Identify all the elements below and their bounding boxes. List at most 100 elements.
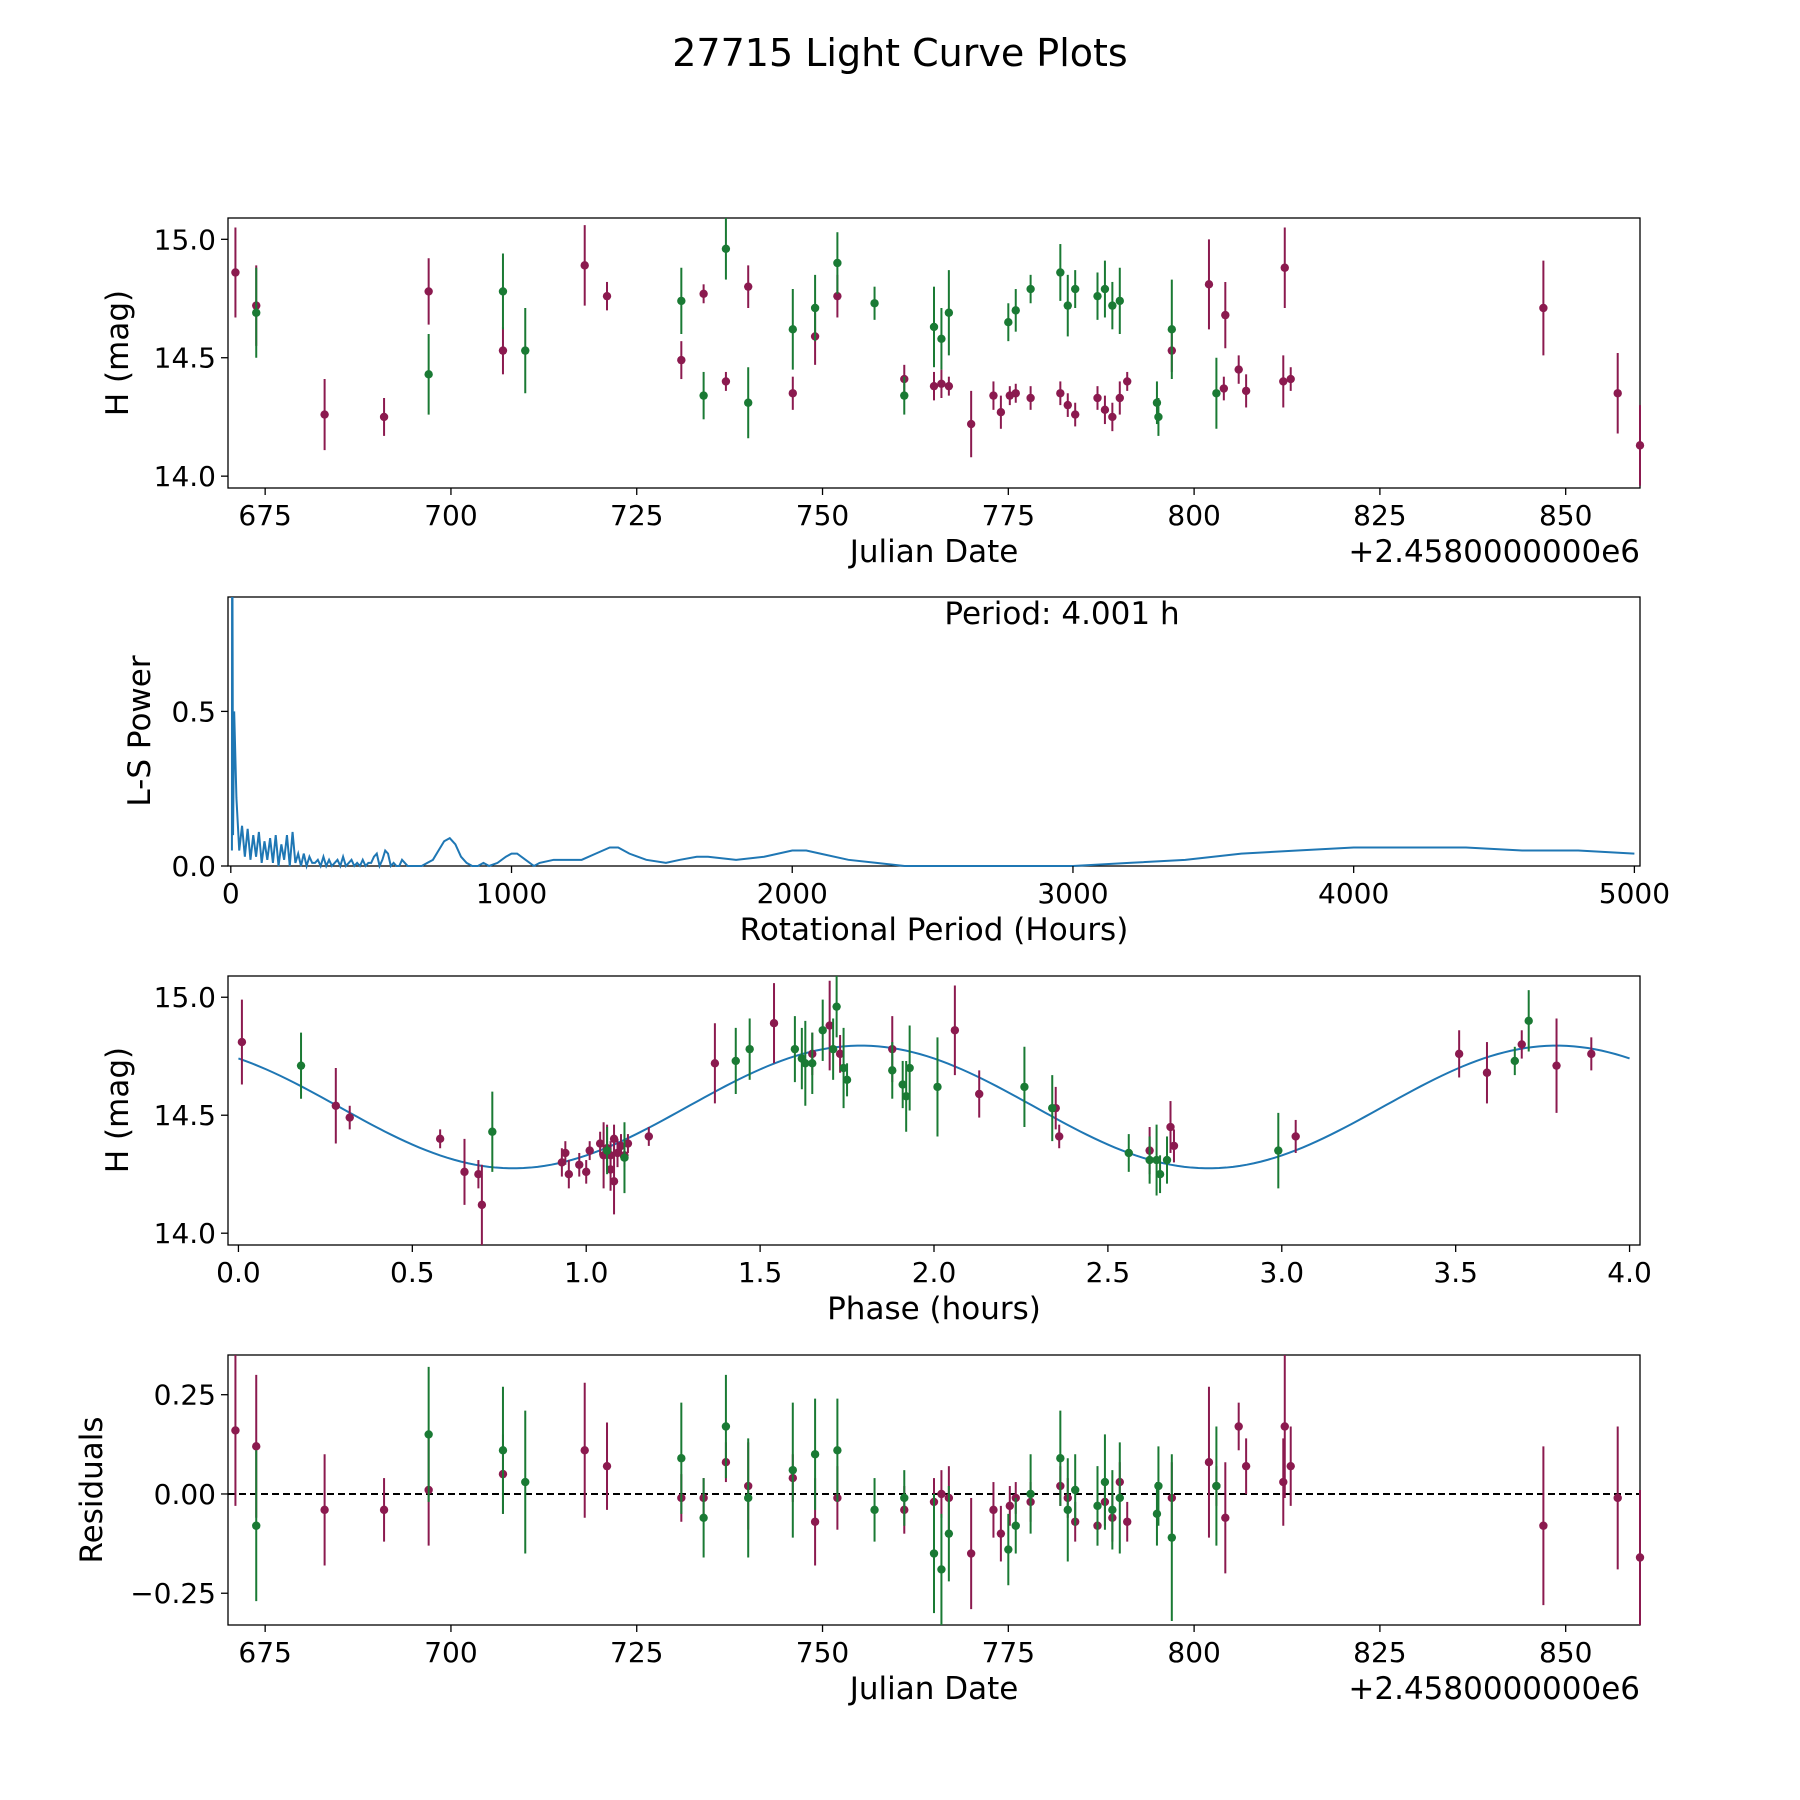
residuals-panel: 675 700 725 750 775 800 825 850 0.25 0.00 −0.25 J…	[74, 1354, 1645, 1707]
phase-green-point	[1510, 1056, 1519, 1066]
phase-green-point	[620, 1153, 629, 1162]
phase-green-point	[898, 1080, 907, 1089]
phase-red-point	[835, 1049, 845, 1059]
light-curve-red-point	[1108, 412, 1117, 422]
phase-fit-curve	[238, 1044, 1630, 1170]
light-curve-y-tick-label: 15.0	[154, 223, 216, 256]
light-curve-green-point	[521, 346, 530, 355]
residuals-green-point	[1071, 1485, 1080, 1495]
phase-red-point	[345, 1113, 354, 1122]
phase-axes-frame	[227, 975, 1641, 1246]
periodogram-x-tick-label: 2000	[757, 877, 828, 910]
phase-green-point	[1274, 1146, 1283, 1155]
residuals-red-point	[1635, 1553, 1645, 1562]
residuals-red-point	[1221, 1513, 1230, 1522]
residuals-red-point	[996, 1529, 1006, 1538]
phase-red-point	[1454, 1049, 1464, 1059]
phase-green-point	[842, 1075, 852, 1085]
light-curve-x-tick-label: 675	[238, 499, 291, 532]
periodogram-x-tick-label: 4000	[1318, 877, 1389, 910]
residuals-y-tick-label: −0.25	[130, 1577, 216, 1610]
light-curve-red-point	[1613, 389, 1622, 398]
light-curve-green-point	[721, 244, 731, 253]
periodogram-x-tick-label: 0	[222, 877, 240, 910]
phase-green-point	[745, 1044, 754, 1054]
phase-green-point	[888, 1066, 897, 1075]
residuals-red-point	[1613, 1493, 1622, 1503]
light-curve-red-point	[937, 379, 946, 388]
phase-panel: 0.0 0.5 1.0 1.5 2.0 2.5 3.0 3.5 4.0 14.0 14.5 15.0…	[100, 975, 1652, 1327]
phase-x-ticks: 0.0 0.5 1.0 1.5 2.0 2.5 3.0 3.5 4.0	[216, 1245, 1652, 1289]
light-curve-green-point	[900, 391, 909, 400]
phase-green-point	[1020, 1082, 1029, 1092]
light-curve-green-point	[1115, 296, 1124, 306]
phase-red-point	[613, 1148, 622, 1158]
light-curve-y-label: H (mag)	[100, 290, 136, 416]
periodogram-line	[230, 596, 1635, 870]
phase-x-tick-label: 4.0	[1607, 1256, 1652, 1289]
light-curve-red-point	[1026, 393, 1035, 403]
phase-green-point	[832, 1002, 841, 1011]
residuals-green-point	[1026, 1489, 1035, 1499]
light-curve-x-tick-label: 725	[610, 499, 663, 532]
light-curve-green-point	[1011, 306, 1020, 315]
residuals-x-tick-label: 700	[424, 1636, 477, 1669]
light-curve-x-tick-label: 825	[1353, 499, 1406, 532]
phase-red-point	[331, 1101, 341, 1110]
phase-y-tick-label: 14.5	[154, 1099, 216, 1132]
residuals-green-point	[424, 1430, 433, 1439]
residuals-green-point	[944, 1529, 954, 1538]
phase-red-point	[582, 1167, 591, 1177]
residuals-green-point	[721, 1422, 731, 1431]
light-curve-green-point	[252, 308, 261, 317]
light-curve-x-label: Julian Date	[848, 534, 1019, 570]
phase-red-point	[975, 1089, 984, 1099]
light-curve-green-point	[833, 258, 842, 268]
residuals-y-tick-label: 0.25	[154, 1379, 216, 1412]
phase-red-point	[477, 1200, 487, 1210]
periodogram-x-tick-label: 5000	[1599, 877, 1670, 910]
light-curve-green-point	[1100, 284, 1110, 294]
light-curve-green-point	[1108, 301, 1117, 310]
residuals-x-label: Julian Date	[848, 1671, 1019, 1707]
phase-green-point	[905, 1063, 914, 1073]
periodogram-x-tick-label: 1000	[476, 877, 547, 910]
residuals-green-point	[870, 1505, 879, 1515]
phase-red-point	[237, 1037, 247, 1047]
phase-red-point	[585, 1146, 594, 1155]
light-curve-green-point	[810, 303, 820, 313]
phase-red-point	[557, 1158, 567, 1167]
phase-red-point	[616, 1141, 626, 1151]
phase-green-point	[839, 1063, 848, 1073]
light-curve-green-point	[788, 325, 797, 334]
periodogram-y-tick-label: 0.5	[171, 695, 216, 728]
periodogram-panel: 0 1000 2000 3000 4000 5000 0.0 0.5 Period: 4.0…	[122, 596, 1670, 948]
residuals-green-point	[1004, 1545, 1013, 1554]
phase-green-point	[731, 1056, 740, 1066]
residuals-x-ticks: 675 700 725 750 775 800 825 850	[238, 1625, 1592, 1669]
residuals-green-point	[677, 1454, 686, 1463]
light-curve-y-ticks: 14.0 14.5 15.0	[154, 223, 228, 493]
light-curve-x-tick-label: 700	[424, 499, 477, 532]
residuals-points	[231, 1355, 1645, 1625]
phase-y-ticks: 14.0 14.5 15.0	[154, 981, 228, 1250]
light-curve-red-point	[944, 381, 954, 391]
residuals-red-point	[1280, 1422, 1289, 1431]
light-curve-red-point	[1635, 441, 1645, 450]
phase-red-point	[1291, 1132, 1300, 1141]
phase-red-point	[609, 1134, 619, 1144]
phase-red-point	[950, 1026, 960, 1035]
phase-x-tick-label: 1.5	[738, 1256, 783, 1289]
light-curve-red-point	[1241, 386, 1251, 396]
light-curve-y-tick-label: 14.5	[154, 342, 216, 375]
phase-green-point	[790, 1044, 800, 1054]
residuals-red-point	[966, 1549, 976, 1558]
residuals-green-point	[744, 1493, 753, 1503]
residuals-x-tick-label: 825	[1353, 1636, 1406, 1669]
light-curve-red-point	[1279, 377, 1288, 386]
phase-red-point	[1169, 1141, 1179, 1151]
light-curve-red-point	[1280, 263, 1289, 272]
light-curve-green-point	[1167, 325, 1177, 334]
light-curve-red-point	[1234, 365, 1243, 374]
